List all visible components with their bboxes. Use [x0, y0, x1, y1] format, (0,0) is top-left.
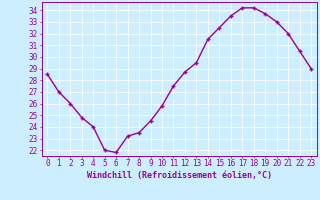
X-axis label: Windchill (Refroidissement éolien,°C): Windchill (Refroidissement éolien,°C)	[87, 171, 272, 180]
